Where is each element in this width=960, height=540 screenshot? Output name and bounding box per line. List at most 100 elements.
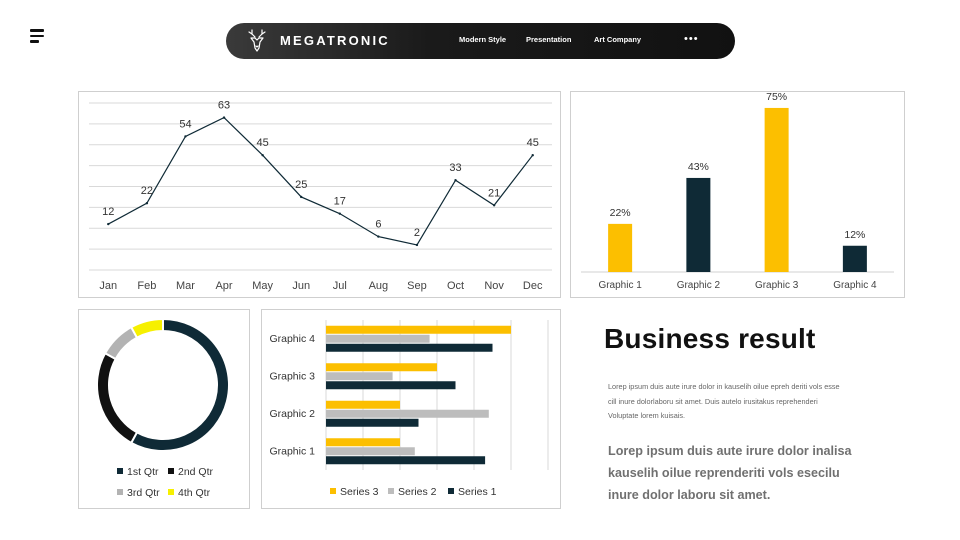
legend-item-2nd-qtr: 2nd Qtr — [168, 466, 213, 478]
legend-swatch — [168, 489, 174, 495]
x-tick-label: Graphic 1 — [598, 280, 642, 291]
nav-link-art-company[interactable]: Art Company — [594, 35, 642, 44]
legend-label: 2nd Qtr — [178, 466, 214, 478]
data-point — [531, 153, 534, 157]
line-chart-panel: 12 22 54 63 45 25 17 6 2 33 21 45 Jan Feb Mar Apr May Jun… — [78, 91, 561, 298]
bar — [326, 334, 430, 343]
body-text-small: Lorep ipsum duis aute irure dolor in kau… — [608, 382, 840, 420]
data-point — [338, 212, 341, 215]
horizontal-bar-chart: Graphic 4 Graphic 3 Graphic 2 Graphic 1 Seri… — [269, 320, 549, 498]
data-label: 17 — [334, 196, 346, 208]
horizontal-bar-chart-panel: Graphic 4 Graphic 3 Graphic 2 Graphic 1 Seri… — [261, 309, 561, 509]
doughnut-chart-panel: 1st Qtr 2nd Qtr 3rd Qtr 4th Qtr — [78, 309, 250, 509]
x-tick-label: Nov — [484, 280, 504, 292]
column-chart: 22% Graphic 1 43% Graphic 2 75% Graphic 3 12% G… — [581, 92, 894, 291]
line-chart: 12 22 54 63 45 25 17 6 2 33 21 45 Jan Feb Mar Apr May Jun… — [89, 100, 552, 292]
nav-link-modern-style[interactable]: Modern Style — [459, 35, 507, 44]
bar — [326, 456, 486, 465]
legend-label: Series 2 — [398, 486, 437, 498]
bar — [326, 438, 400, 447]
top-navbar: MEGATRONIC Modern Style Presentation Art… — [226, 23, 735, 59]
deer-logo-icon — [248, 29, 266, 52]
x-tick-label: Jul — [333, 280, 347, 292]
data-point — [222, 116, 226, 119]
x-tick-label: Feb — [137, 280, 156, 292]
data-label: 33 — [449, 162, 461, 174]
legend-item-3rd-qtr: 3rd Qtr — [117, 487, 160, 499]
data-label: 12 — [102, 206, 114, 218]
y-tick-label: Graphic 2 — [269, 408, 315, 420]
legend-swatch — [330, 488, 336, 494]
legend-swatch — [117, 468, 123, 474]
legend-label: Series 1 — [458, 486, 497, 498]
bar — [326, 400, 400, 409]
bar — [326, 343, 493, 352]
legend-label: 4th Qtr — [178, 487, 211, 499]
bar — [764, 107, 789, 272]
legend-swatch — [388, 488, 394, 494]
x-tick-label: Sep — [407, 280, 427, 292]
bar — [326, 447, 415, 456]
y-tick-label: Graphic 4 — [269, 333, 315, 345]
doughnut-legend: 1st Qtr 2nd Qtr 3rd Qtr 4th Qtr — [79, 310, 251, 510]
data-point — [261, 153, 264, 157]
data-point — [492, 204, 496, 207]
data-label: 22 — [141, 185, 153, 197]
x-tick-label: Aug — [369, 280, 389, 292]
data-label: 25 — [295, 179, 307, 191]
x-tick-label: Oct — [447, 280, 464, 292]
legend-swatch — [168, 468, 174, 474]
more-options-icon[interactable]: ••• — [684, 33, 699, 45]
nav-link-presentation[interactable]: Presentation — [526, 35, 572, 44]
legend-label: 1st Qtr — [127, 466, 159, 478]
brand-name: MEGATRONIC — [280, 33, 390, 48]
data-label: 43% — [688, 161, 709, 173]
data-label: 2 — [414, 227, 420, 239]
bar — [326, 381, 456, 390]
x-tick-label: Graphic 2 — [677, 280, 721, 291]
data-point — [377, 235, 380, 238]
legend-label: Series 3 — [340, 486, 379, 498]
data-label: 22% — [610, 207, 631, 219]
bar — [326, 409, 489, 418]
data-label: 45 — [527, 137, 539, 149]
data-label: 54 — [179, 118, 191, 130]
x-tick-label: Dec — [523, 280, 543, 292]
x-tick-label: Jun — [292, 280, 310, 292]
bar — [326, 418, 419, 427]
x-tick-label: Mar — [176, 280, 195, 292]
x-tick-label: Graphic 4 — [833, 280, 877, 291]
legend-swatch — [117, 489, 123, 495]
data-label: 75% — [766, 92, 787, 103]
data-point — [184, 135, 187, 138]
y-tick-label: Graphic 3 — [269, 370, 315, 382]
headline: Business result — [604, 323, 816, 354]
data-point — [145, 202, 149, 205]
legend-swatch — [448, 488, 454, 494]
series-line — [108, 116, 534, 246]
bar — [842, 245, 867, 272]
body-text-large: Lorep ipsum duis aute irure dolor inalis… — [608, 444, 852, 502]
bar — [686, 177, 711, 272]
doughnut-slice — [129, 317, 164, 340]
data-point — [300, 195, 303, 199]
bar — [326, 372, 393, 381]
bar — [326, 363, 437, 372]
data-point — [107, 222, 110, 226]
data-label: 12% — [844, 229, 865, 241]
data-label: 63 — [218, 100, 230, 112]
bar — [608, 223, 633, 272]
column-chart-panel: 22% Graphic 1 43% Graphic 2 75% Graphic 3 12% G… — [570, 91, 905, 298]
data-label: 21 — [488, 187, 500, 199]
x-tick-label: May — [252, 280, 273, 292]
menu-icon[interactable] — [30, 29, 46, 43]
x-tick-label: Apr — [215, 280, 232, 292]
legend-item-4th-qtr: 4th Qtr — [168, 487, 210, 499]
y-tick-label: Graphic 1 — [269, 445, 315, 457]
bar — [326, 325, 511, 334]
data-point — [454, 179, 457, 182]
data-label: 45 — [257, 137, 269, 149]
doughnut-chart — [96, 317, 230, 452]
data-point — [415, 243, 419, 247]
x-tick-label: Graphic 3 — [755, 280, 799, 291]
